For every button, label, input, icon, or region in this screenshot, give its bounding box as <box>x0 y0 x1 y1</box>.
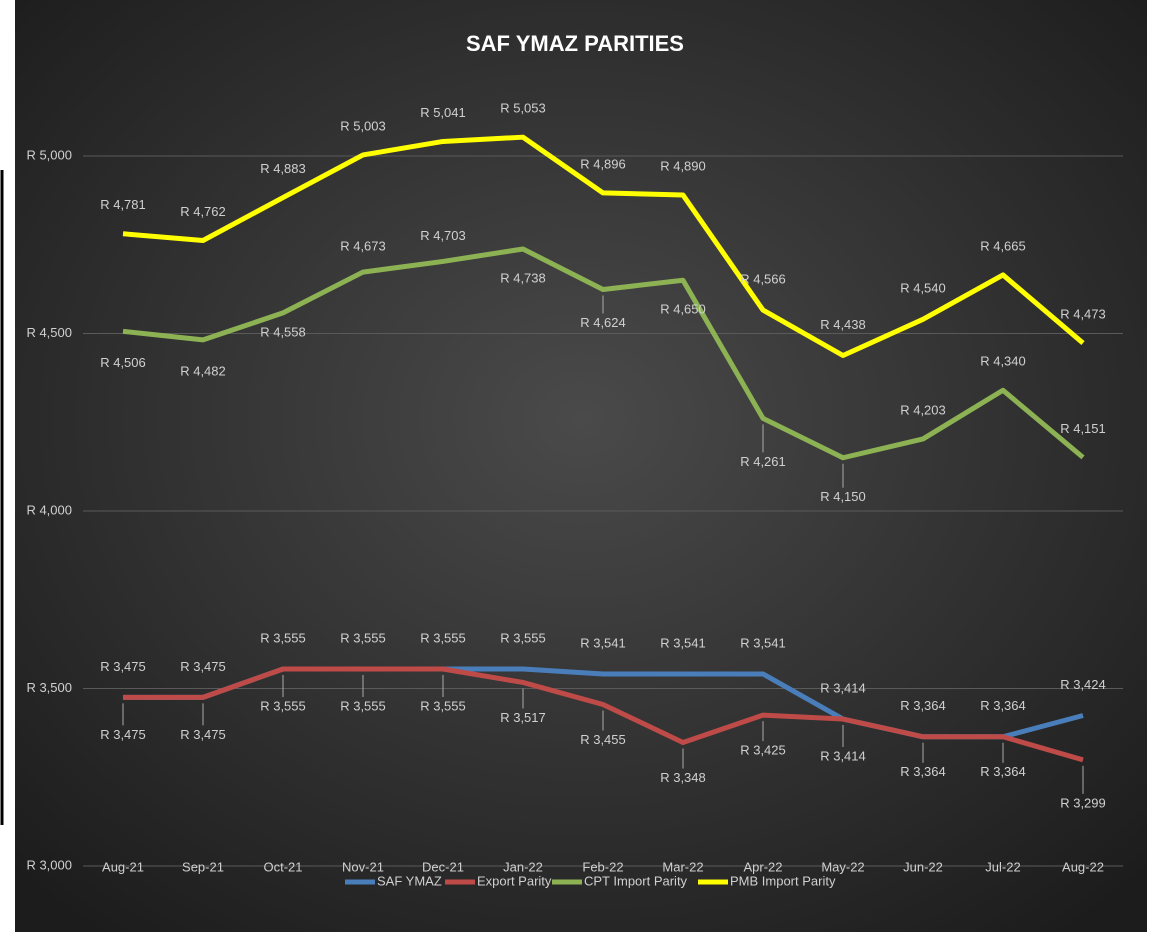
data-label: R 3,475 <box>180 659 226 674</box>
data-label: R 4,558 <box>260 324 306 339</box>
data-label: R 4,261 <box>740 454 786 469</box>
data-label: R 4,762 <box>180 204 226 219</box>
data-label: R 4,540 <box>900 281 946 296</box>
y-tick-label: R 4,500 <box>26 325 72 340</box>
data-label: R 4,673 <box>340 239 386 254</box>
data-label: R 3,555 <box>500 630 546 645</box>
data-label: R 3,299 <box>1060 795 1106 810</box>
x-tick-label: Oct-21 <box>263 859 302 874</box>
legend-label: CPT Import Parity <box>584 873 688 888</box>
data-label: R 3,364 <box>900 764 946 779</box>
x-tick-label: Nov-21 <box>342 859 384 874</box>
data-label: R 3,475 <box>180 727 226 742</box>
data-label: R 3,555 <box>260 698 306 713</box>
data-label: R 4,151 <box>1060 421 1106 436</box>
data-label: R 3,541 <box>660 635 706 650</box>
series-line <box>122 134 1085 359</box>
data-label: R 4,150 <box>820 489 866 504</box>
y-tick-label: R 5,000 <box>26 147 72 162</box>
data-label: R 3,364 <box>980 764 1026 779</box>
y-tick-label: R 3,500 <box>26 680 72 695</box>
x-tick-label: Sep-21 <box>182 859 224 874</box>
data-label: R 3,364 <box>980 698 1026 713</box>
data-label: R 4,781 <box>100 197 146 212</box>
data-label: R 3,517 <box>500 710 546 725</box>
x-tick-label: Jun-22 <box>903 859 943 874</box>
data-label: R 4,566 <box>740 272 786 287</box>
data-label: R 3,414 <box>820 680 866 695</box>
data-label: R 4,896 <box>580 156 626 171</box>
data-label: R 3,555 <box>260 630 306 645</box>
data-label: R 3,555 <box>340 630 386 645</box>
x-tick-label: May-22 <box>821 859 864 874</box>
data-label: R 4,703 <box>420 228 466 243</box>
chart-background <box>15 0 1147 932</box>
data-label: R 3,475 <box>100 659 146 674</box>
data-label: R 3,555 <box>340 698 386 713</box>
data-label: R 5,053 <box>500 101 546 116</box>
data-label: R 4,738 <box>500 270 546 285</box>
legend-label: Export Parity <box>477 873 552 888</box>
data-label: R 3,541 <box>740 635 786 650</box>
data-label: R 4,650 <box>660 302 706 317</box>
x-tick-label: Aug-22 <box>1062 859 1104 874</box>
x-tick-label: Mar-22 <box>662 859 703 874</box>
x-tick-label: Aug-21 <box>102 859 144 874</box>
data-label: R 4,883 <box>260 161 306 176</box>
data-label: R 4,203 <box>900 402 946 417</box>
x-tick-label: Jan-22 <box>503 859 543 874</box>
x-tick-label: Dec-21 <box>422 859 464 874</box>
data-label: R 4,506 <box>100 355 146 370</box>
data-label: R 4,473 <box>1060 307 1106 322</box>
y-tick-label: R 3,000 <box>26 857 72 872</box>
legend-label: SAF YMAZ <box>377 873 442 888</box>
data-label: R 5,003 <box>340 118 386 133</box>
data-label: R 3,475 <box>100 727 146 742</box>
data-label: R 4,665 <box>980 238 1026 253</box>
data-label: R 3,348 <box>660 770 706 785</box>
data-label: R 4,438 <box>820 317 866 332</box>
data-label: R 3,541 <box>580 635 626 650</box>
data-label: R 4,340 <box>980 354 1026 369</box>
data-label: R 3,555 <box>420 698 466 713</box>
data-label: R 3,455 <box>580 732 626 747</box>
data-label: R 3,424 <box>1060 677 1106 692</box>
data-label: R 5,041 <box>420 105 466 120</box>
chart-title: SAF YMAZ PARITIES <box>466 31 684 56</box>
data-label: R 4,482 <box>180 363 226 378</box>
x-tick-label: Feb-22 <box>582 859 623 874</box>
y-tick-label: R 4,000 <box>26 502 72 517</box>
series-line <box>122 246 1085 461</box>
legend-label: PMB Import Parity <box>730 873 836 888</box>
x-tick-label: Apr-22 <box>743 859 782 874</box>
data-label: R 3,425 <box>740 743 786 758</box>
data-label: R 3,364 <box>900 698 946 713</box>
series-line <box>123 666 1084 763</box>
data-label: R 4,890 <box>660 158 706 173</box>
x-tick-label: Jul-22 <box>985 859 1020 874</box>
data-label: R 3,555 <box>420 630 466 645</box>
data-label: R 4,624 <box>580 315 626 330</box>
data-label: R 3,414 <box>820 748 866 763</box>
